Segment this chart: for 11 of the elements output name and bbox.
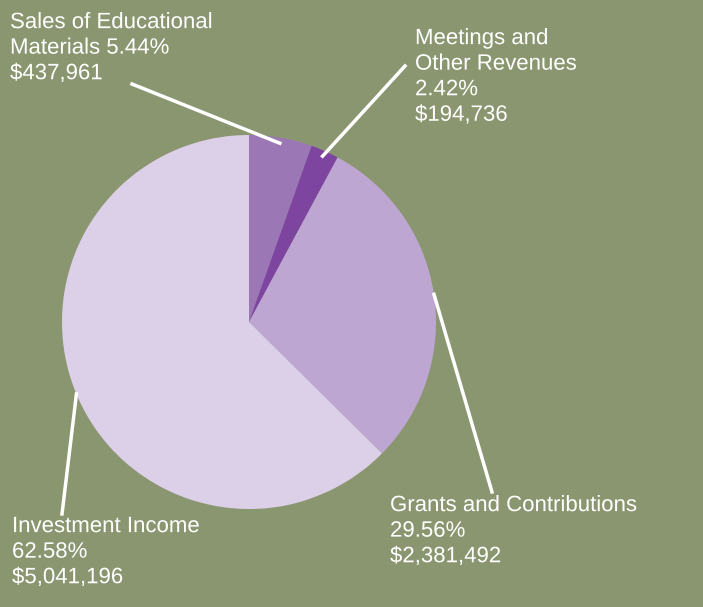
pie-slice: [249, 157, 436, 454]
slice-label: Grants and Contributions: [391, 495, 636, 512]
pie-slice: [62, 135, 382, 509]
pie-slice: [249, 135, 312, 322]
data-label: 2.42% $194,736: [415, 80, 507, 124]
data-label: 62.58% $5,041,196: [12, 542, 122, 586]
data-label: 29.56% $2,381,492: [390, 521, 500, 566]
slice-label: Meetings and Other Revenues: [416, 28, 576, 70]
slice-label: Sales of Educational Materials 5.44% $437,961: [10, 12, 212, 82]
slice-label: Investment Income: [14, 516, 199, 532]
pie-slice: [249, 146, 338, 322]
